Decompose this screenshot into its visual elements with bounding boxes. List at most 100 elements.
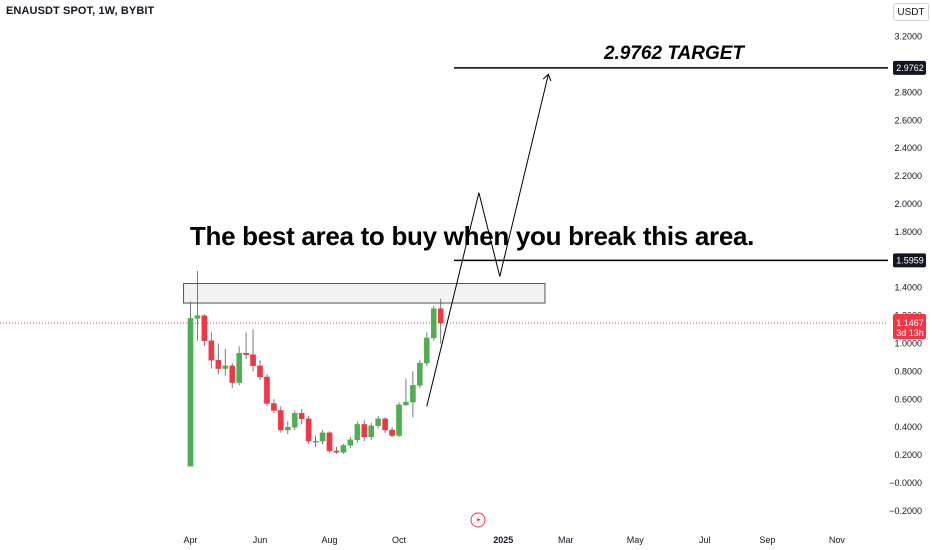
candle [326, 431, 333, 453]
currency-button[interactable]: USDT [893, 3, 929, 21]
candle [424, 332, 430, 366]
candle [354, 421, 361, 443]
y-tick-label: 0.6000 [894, 394, 922, 404]
candle-body [187, 318, 194, 467]
candle [312, 435, 319, 447]
current-price-badge [893, 314, 926, 340]
level-price-badge [893, 60, 926, 75]
candle [403, 378, 409, 407]
candle [333, 446, 340, 454]
y-tick-label: −0.2000 [889, 506, 922, 516]
candle-body [437, 308, 444, 324]
projection-path[interactable] [426, 74, 549, 407]
y-tick-label: 2.8000 [894, 87, 922, 97]
candle-body [271, 403, 277, 411]
candle-body [430, 308, 437, 339]
candle [194, 270, 201, 341]
candle [271, 399, 277, 414]
candle [264, 374, 270, 407]
level-price-badge-text: 2.9762 [896, 63, 924, 73]
candle-body [201, 315, 208, 341]
y-tick-label: −0.0000 [889, 478, 922, 488]
y-tick-label: 2.2000 [894, 171, 922, 181]
candle [389, 427, 395, 437]
candle [368, 423, 375, 440]
breakout-zone[interactable] [183, 283, 546, 304]
candle-body [347, 439, 354, 446]
y-tick-label: 1.4000 [894, 283, 922, 293]
candle [375, 416, 381, 429]
candle-body [285, 427, 291, 431]
candle-body [278, 410, 284, 431]
candle [243, 332, 249, 359]
candle [208, 332, 215, 369]
candle-body [243, 353, 249, 355]
candle [215, 343, 222, 375]
candle-body [375, 418, 381, 427]
candle [437, 298, 444, 344]
candle-body [250, 354, 256, 367]
y-tick-label: 0.8000 [894, 366, 922, 376]
horizontal-levels[interactable] [454, 67, 888, 262]
candle [361, 420, 368, 442]
candle-body [291, 413, 298, 428]
y-axis[interactable]: 3.2000 2.8000 2.6000 2.4000 2.2000 2.0000 1.80… [889, 32, 922, 516]
candle [257, 360, 263, 380]
callout-text[interactable]: The best area to buy when you break this… [190, 221, 754, 251]
candle [278, 406, 284, 433]
y-tick-label: 0.4000 [894, 422, 922, 432]
x-tick-label: Mar [558, 535, 574, 545]
x-tick-label: May [627, 535, 645, 545]
x-tick-label: Sep [759, 535, 775, 545]
candle [319, 429, 326, 444]
candle [430, 305, 437, 341]
candle-body [264, 376, 270, 404]
candle-body [236, 353, 242, 383]
candle-body [319, 432, 326, 442]
candle-body [368, 425, 375, 438]
x-tick-label: 2025 [493, 535, 513, 545]
candle [201, 314, 208, 347]
candle-body [389, 429, 395, 436]
candle-body [298, 413, 305, 420]
candle-body [340, 445, 347, 453]
candle [222, 349, 229, 376]
candle [382, 417, 388, 433]
x-tick-label: Jul [699, 535, 711, 545]
candle-body [410, 385, 416, 403]
candle-body [257, 365, 263, 378]
candle-body [305, 418, 312, 442]
candle-body [208, 340, 215, 361]
x-tick-label: Jun [253, 535, 268, 545]
y-tick-label: 1.8000 [894, 227, 922, 237]
candle [291, 410, 298, 430]
y-tick-label: 2.6000 [894, 115, 922, 125]
level-price-badge [893, 253, 926, 268]
candle-body [424, 337, 430, 364]
symbol-title: ENAUSDT SPOT, 1W, BYBIT [6, 5, 155, 17]
target-label[interactable]: 2.9762 TARGET [603, 43, 745, 64]
x-tick-label: Oct [392, 535, 407, 545]
candle-body [326, 432, 333, 452]
candle-body [229, 365, 236, 383]
candle [250, 329, 256, 372]
x-tick-label: Nov [829, 535, 846, 545]
x-axis[interactable]: Apr Jun Aug Oct 2025 Mar May Jul Sep Nov [183, 535, 845, 545]
candle [236, 346, 242, 386]
candle [396, 402, 402, 437]
candle [305, 416, 312, 444]
candle-body [417, 362, 423, 386]
candle-body [354, 424, 361, 440]
x-tick-label: Apr [183, 535, 197, 545]
current-price-text: 1.1467 [896, 318, 924, 328]
candle-body [312, 440, 319, 443]
candle-body [361, 424, 368, 438]
candle-body [333, 450, 340, 453]
candle-body [215, 360, 222, 369]
candle [417, 360, 423, 389]
y-tick-label: 2.4000 [894, 143, 922, 153]
candles [187, 270, 444, 467]
candle [229, 363, 236, 389]
candle [298, 409, 305, 425]
